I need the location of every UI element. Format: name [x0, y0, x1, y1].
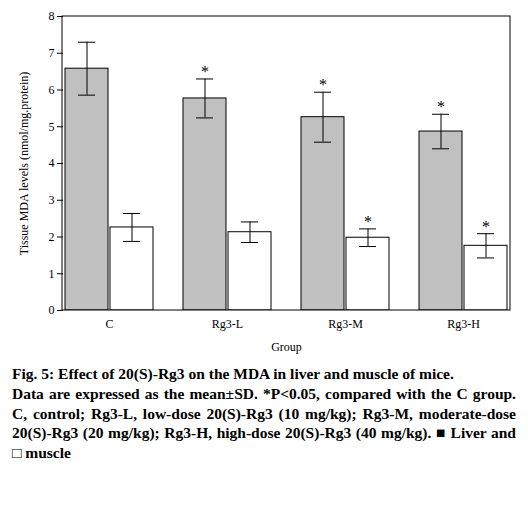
svg-text:*: * — [201, 63, 209, 80]
svg-text:*: * — [482, 218, 490, 235]
svg-text:5: 5 — [49, 120, 55, 134]
svg-text:8: 8 — [49, 9, 55, 23]
svg-text:Rg3-M: Rg3-M — [328, 317, 363, 331]
svg-text:2: 2 — [49, 230, 55, 244]
svg-text:0: 0 — [49, 303, 55, 317]
svg-text:C: C — [105, 317, 113, 331]
svg-text:*: * — [437, 98, 445, 115]
svg-text:3: 3 — [49, 193, 55, 207]
svg-text:1: 1 — [49, 267, 55, 281]
html-text:Data are expressed as the mean: Data are expressed as the mean±SD. *P<0.… — [12, 384, 516, 462]
svg-text:Group: Group — [271, 340, 302, 354]
svg-text:4: 4 — [49, 156, 55, 170]
svg-text:*: * — [364, 213, 372, 230]
svg-text:Tissue MDA levels (nmol/mg.pro: Tissue MDA levels (nmol/mg.protein) — [17, 72, 31, 256]
html-text:Fig. 5: Effect of 20(S)-Rg3 on: Fig. 5: Effect of 20(S)-Rg3 on the MDA i… — [12, 365, 454, 382]
svg-text:7: 7 — [49, 46, 55, 60]
svg-text:Rg3-L: Rg3-L — [212, 317, 243, 331]
svg-text:6: 6 — [49, 83, 55, 97]
svg-text:Rg3-H: Rg3-H — [447, 317, 480, 331]
svg-text:*: * — [319, 76, 327, 93]
